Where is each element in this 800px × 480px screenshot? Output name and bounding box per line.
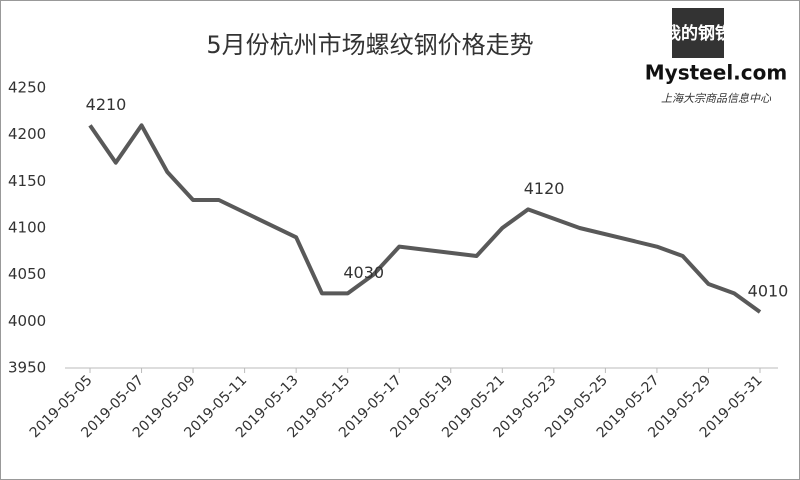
y-tick-label: 4050 (8, 265, 46, 283)
y-tick-label: 4250 (8, 79, 46, 97)
data-label: 4010 (748, 282, 789, 301)
y-tick-label: 4200 (8, 125, 46, 143)
line (88, 123, 762, 314)
logo-tagline: 上海大宗商品信息中心 (661, 92, 772, 105)
y-tick-label: 4100 (8, 219, 46, 237)
logo-brand: Mysteel.com (645, 61, 787, 85)
y-tick-label: 4000 (8, 312, 46, 330)
chart-title: 5月份杭州市场螺纹钢价格走势 (206, 31, 533, 59)
data-label: 4210 (86, 95, 127, 114)
data-label: 4120 (524, 179, 565, 198)
y-tick-label: 3950 (8, 359, 46, 377)
logo-box (672, 8, 724, 58)
logo-mark: 我的钢铁 (664, 23, 732, 44)
data-label: 4030 (343, 263, 384, 282)
y-tick-label: 4150 (8, 172, 46, 190)
